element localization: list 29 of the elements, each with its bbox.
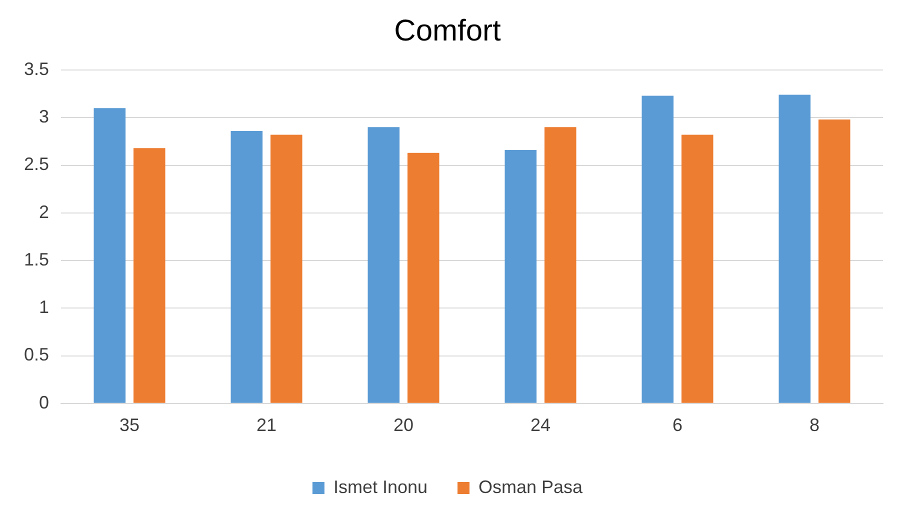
bar (818, 120, 850, 403)
bar (681, 134, 714, 403)
legend-label: Ismet Inonu (333, 476, 428, 497)
bar (133, 148, 166, 403)
y-tick-label: 3 (39, 106, 50, 127)
y-tick-label: 1 (39, 297, 50, 318)
x-tick-label: 21 (256, 415, 277, 436)
x-tick-label: 35 (120, 415, 140, 436)
bar (778, 94, 811, 403)
bar (504, 150, 537, 403)
bar (407, 152, 440, 403)
bar (270, 134, 302, 403)
legend-label: Osman Pasa (478, 476, 584, 497)
bar (230, 130, 263, 403)
y-tick-label: 0.5 (24, 344, 50, 365)
y-tick-label: 2.5 (24, 154, 50, 174)
y-tick-label: 0 (39, 392, 50, 412)
y-tick-label: 3.5 (24, 58, 50, 79)
x-tick-label: 20 (393, 415, 414, 436)
bar (544, 127, 576, 403)
x-tick-label: 24 (530, 415, 551, 436)
chart-title: Comfort (394, 14, 502, 48)
bar (94, 108, 126, 403)
y-tick-label: 2 (39, 202, 50, 222)
y-tick-label: 1.5 (24, 249, 50, 270)
x-tick-label: 8 (809, 415, 820, 436)
bar (642, 96, 674, 403)
x-tick-label: 6 (672, 415, 683, 436)
bar (368, 127, 400, 403)
